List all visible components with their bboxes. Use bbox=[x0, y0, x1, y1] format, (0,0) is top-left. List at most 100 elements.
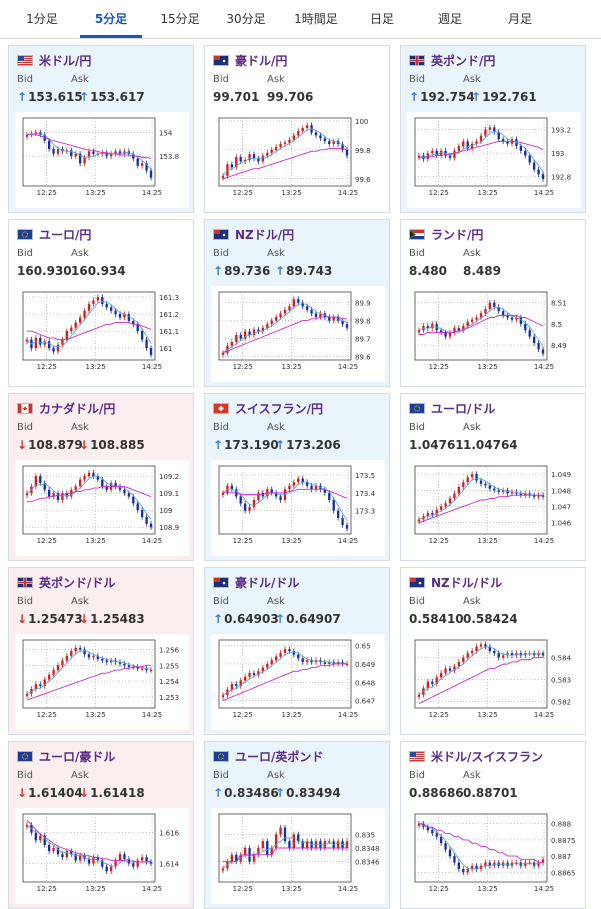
chart-area[interactable]: 0.65 0.649 0.648 0.647 12:25 13:25 14:25 bbox=[211, 634, 385, 730]
pair-name-link[interactable]: ユーロ/円 bbox=[39, 228, 92, 242]
candle-body bbox=[87, 303, 91, 311]
candle-body bbox=[345, 525, 349, 529]
candle-body bbox=[74, 647, 77, 652]
ask-label: Ask bbox=[463, 248, 481, 259]
chart-area[interactable]: 173.5 173.4 173.3 12:25 13:25 14:25 bbox=[211, 460, 385, 556]
candle-body bbox=[105, 303, 108, 308]
tab-15min[interactable]: 15分足 bbox=[160, 12, 200, 26]
pair-name-link[interactable]: 豪ドル/円 bbox=[235, 54, 288, 68]
chart-area[interactable]: 1.256 1.255 1.254 1.253 12:25 13:25 14:25 bbox=[15, 634, 189, 730]
y-tick-label: 1.046 bbox=[551, 520, 572, 528]
rate-card[interactable]: ユーロ/ドル Bid Ask 1.04761 1.04764 1.049 1.048 1.04… bbox=[400, 393, 586, 561]
candle-body bbox=[479, 644, 483, 647]
tab-daily[interactable]: 日足 bbox=[369, 12, 394, 26]
chart-area[interactable]: 89.9 89.8 89.7 89.6 12:25 13:25 14:25 bbox=[211, 286, 385, 382]
y-tick-label: 1.254 bbox=[159, 678, 180, 686]
candle-body bbox=[257, 158, 260, 162]
y-tick-label: 1.256 bbox=[159, 646, 180, 654]
tab-30min[interactable]: 30分足 bbox=[226, 12, 266, 26]
candle-body bbox=[87, 654, 91, 658]
pair-name-link[interactable]: ユーロ/豪ドル bbox=[39, 750, 116, 764]
pair-name-link[interactable]: 米ドル/スイスフラン bbox=[431, 750, 544, 764]
rate-card[interactable]: ユーロ/英ポンド Bid Ask ↑0.83486 ↑0.83494 0.835 0.834… bbox=[204, 741, 390, 909]
tab-weekly[interactable]: 週足 bbox=[437, 12, 462, 26]
candle-body bbox=[61, 339, 64, 345]
chart-area[interactable]: 1.616 1.614 12:25 13:25 14:25 bbox=[15, 808, 189, 904]
x-tick-label: 13:25 bbox=[282, 885, 302, 893]
arrow-up-icon: ↑ bbox=[275, 438, 286, 452]
pair-name-link[interactable]: ユーロ/ドル bbox=[431, 402, 496, 416]
rate-card[interactable]: 英ポンド/ドル Bid Ask ↓1.25473 ↓1.25483 1.256 1.255 1… bbox=[8, 567, 194, 735]
candle-body bbox=[140, 857, 144, 861]
chart-area[interactable]: 1.049 1.048 1.047 1.046 12:25 13:25 14:25 bbox=[407, 460, 581, 556]
tab-5min[interactable]: 5分足 bbox=[80, 0, 142, 38]
chart-area[interactable]: 0.584 0.583 0.582 12:25 13:25 14:25 bbox=[407, 634, 581, 730]
candle-body bbox=[149, 670, 153, 672]
candle-body bbox=[515, 317, 518, 320]
chart-area[interactable]: 8.51 8.5 8.49 12:25 13:25 14:25 bbox=[407, 286, 581, 382]
ask-value: ↑153.617 bbox=[79, 90, 145, 104]
rate-card[interactable]: NZドル/ドル Bid Ask 0.58410 0.58424 0.584 0.583 0.5… bbox=[400, 567, 586, 735]
pair-name-link[interactable]: NZドル/ドル bbox=[431, 576, 503, 590]
tab-monthly[interactable]: 月足 bbox=[507, 12, 532, 26]
rate-card[interactable]: NZドル/円 Bid Ask ↑89.736 ↑89.743 89.9 89.8 89.7 89… bbox=[204, 219, 390, 387]
candle-body bbox=[127, 665, 131, 667]
rate-card[interactable]: ランド/円 Bid Ask 8.480 8.489 8.51 8.5 8.49 12:25 13:… bbox=[400, 219, 586, 387]
flag-icon bbox=[17, 55, 33, 66]
y-tick-label: 99.8 bbox=[355, 147, 371, 155]
candle-body bbox=[493, 302, 496, 307]
rate-card[interactable]: 米ドル/スイスフラン Bid Ask 0.88686 0.88701 0.888 0.887… bbox=[400, 741, 586, 909]
pair-name-link[interactable]: 米ドル/円 bbox=[39, 54, 92, 68]
arrow-up-icon: ↑ bbox=[409, 90, 420, 104]
candle-body bbox=[136, 666, 139, 669]
chart-area[interactable]: 109.2 109.1 109 108.9 12:25 13:25 14:25 bbox=[15, 460, 189, 556]
chart-area[interactable]: 0.888 0.8875 0.887 0.8865 12:25 13:25 14:25 bbox=[407, 808, 581, 904]
candle-body bbox=[92, 857, 95, 864]
chart-area[interactable]: 154 153.8 12:25 13:25 14:25 bbox=[15, 112, 189, 208]
candle-body bbox=[261, 327, 265, 332]
candle-body bbox=[435, 150, 438, 156]
candle-body bbox=[297, 478, 300, 483]
pair-name-link[interactable]: スイスフラン/円 bbox=[235, 402, 324, 416]
rate-card[interactable]: スイスフラン/円 Bid Ask ↑173.190 ↑173.206 173.5 173.4… bbox=[204, 393, 390, 561]
candle-body bbox=[541, 174, 545, 179]
pair-name-link[interactable]: カナダドル/円 bbox=[39, 402, 116, 416]
rate-card[interactable]: カナダドル/円 Bid Ask ↓108.879 ↓108.885 109.2 109.1 1… bbox=[8, 393, 194, 561]
pair-name-link[interactable]: NZドル/円 bbox=[235, 228, 295, 242]
tab-1hour[interactable]: 1時間足 bbox=[294, 12, 338, 26]
candle-body bbox=[328, 492, 331, 500]
candle-body bbox=[61, 660, 64, 666]
candle-body bbox=[292, 135, 296, 140]
pair-name-link[interactable]: 英ポンド/円 bbox=[431, 54, 496, 68]
ask-value: ↓108.885 bbox=[79, 438, 145, 452]
chart-area[interactable]: 193.2 193 192.8 12:25 13:25 14:25 bbox=[407, 112, 581, 208]
arrow-up-icon: ↑ bbox=[275, 612, 286, 626]
tab-1min[interactable]: 1分足 bbox=[26, 12, 58, 26]
pair-name-link[interactable]: ランド/円 bbox=[431, 228, 484, 242]
rate-card[interactable]: 豪ドル/円 Bid Ask 99.701 99.706 100 99.8 99.6 12:25 1… bbox=[204, 45, 390, 213]
x-tick-label: 12:25 bbox=[429, 537, 449, 545]
y-tick-label: 173.5 bbox=[355, 472, 375, 480]
candle-body bbox=[288, 485, 291, 490]
candle-body bbox=[510, 317, 514, 320]
rate-card[interactable]: 米ドル/円 Bid Ask ↑153.615 ↑153.617 154 153.8 12:25… bbox=[8, 45, 194, 213]
moving-average-short bbox=[222, 837, 347, 869]
candle-body bbox=[279, 313, 282, 318]
candle-body bbox=[105, 660, 108, 663]
candle-body bbox=[444, 332, 447, 337]
rate-card[interactable]: 豪ドル/ドル Bid Ask ↑0.64903 ↑0.64907 0.65 0.649 0.6… bbox=[204, 567, 390, 735]
rate-card[interactable]: ユーロ/円 Bid Ask 160.930 160.934 161.3 161.2 161.1… bbox=[8, 219, 194, 387]
pair-name-link[interactable]: 豪ドル/ドル bbox=[235, 576, 300, 590]
candle-body bbox=[145, 857, 148, 862]
chart-area[interactable]: 161.3 161.2 161.1 161 12:25 13:25 14:25 bbox=[15, 286, 189, 382]
pair-name-link[interactable]: 英ポンド/ドル bbox=[39, 576, 116, 590]
chart-area[interactable]: 0.835 0.8348 0.8346 12:25 13:25 14:25 bbox=[211, 808, 385, 904]
rate-card[interactable]: ユーロ/豪ドル Bid Ask ↓1.61404 ↓1.61418 1.616 1.614 1… bbox=[8, 741, 194, 909]
rate-card[interactable]: 英ポンド/円 Bid Ask ↑192.754 ↑192.761 193.2 193 192.… bbox=[400, 45, 586, 213]
chart-area[interactable]: 100 99.8 99.6 12:25 13:25 14:25 bbox=[211, 112, 385, 208]
candle-body bbox=[435, 509, 438, 515]
candle-body bbox=[341, 517, 344, 526]
candle-body bbox=[132, 666, 135, 669]
pair-name-link[interactable]: ユーロ/英ポンド bbox=[235, 750, 324, 764]
candle-body bbox=[524, 323, 527, 331]
